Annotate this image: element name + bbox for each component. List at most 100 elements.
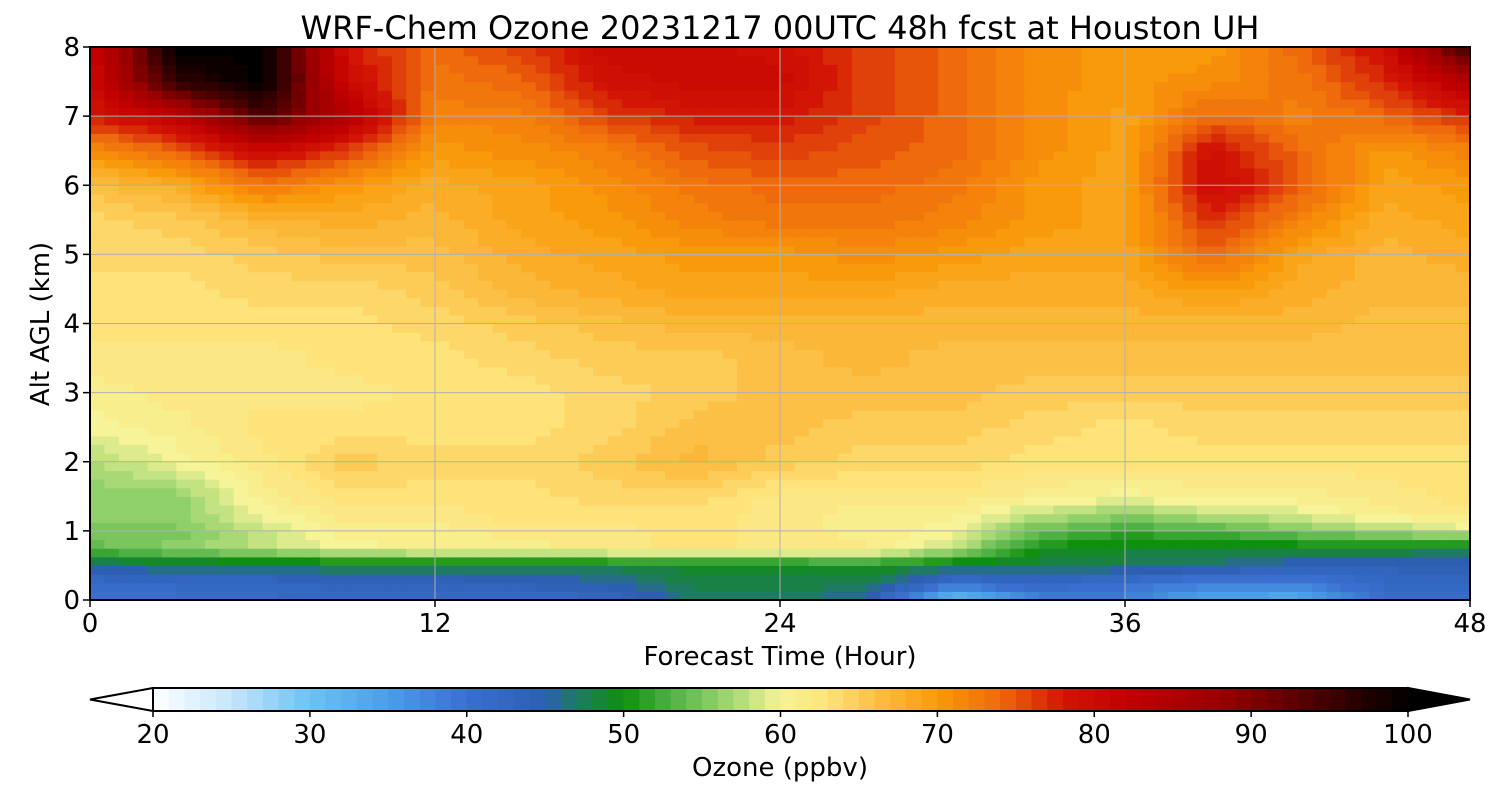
- heatmap-cell: [808, 358, 824, 368]
- heatmap-cell: [578, 193, 594, 204]
- heatmap-cell: [1254, 193, 1270, 204]
- heatmap-cell: [909, 193, 925, 204]
- heatmap-cell: [1426, 574, 1442, 584]
- heatmap-cell: [1369, 211, 1385, 221]
- heatmap-cell: [995, 513, 1011, 523]
- heatmap-cell: [1268, 271, 1284, 281]
- heatmap-cell: [794, 539, 810, 549]
- heatmap-cell: [1441, 513, 1457, 523]
- heatmap-cell: [118, 254, 134, 264]
- heatmap-cell: [1024, 522, 1040, 532]
- heatmap-cell: [1355, 539, 1370, 549]
- heatmap-cell: [722, 159, 738, 169]
- heatmap-cell: [780, 591, 795, 600]
- heatmap-cell: [1024, 323, 1040, 333]
- heatmap-cell: [334, 392, 350, 402]
- heatmap-cell: [679, 392, 695, 402]
- heatmap-cell: [391, 383, 407, 394]
- heatmap-cell: [1196, 254, 1212, 264]
- heatmap-cell: [233, 444, 249, 454]
- heatmap-cell: [1153, 539, 1169, 549]
- heatmap-cell: [1096, 427, 1112, 437]
- heatmap-cell: [377, 401, 393, 411]
- heatmap-cell: [1153, 228, 1169, 238]
- heatmap-cell: [492, 556, 508, 567]
- heatmap-cell: [578, 496, 594, 506]
- heatmap-cell: [1254, 427, 1270, 437]
- heatmap-cell: [1426, 435, 1442, 446]
- heatmap-cell: [837, 435, 853, 446]
- heatmap-cell: [1426, 280, 1442, 290]
- heatmap-cell: [1182, 556, 1198, 567]
- heatmap-cell: [564, 530, 580, 541]
- heatmap-cell: [550, 271, 565, 281]
- heatmap-cell: [923, 383, 939, 394]
- heatmap-cell: [837, 409, 853, 420]
- heatmap-cell: [377, 228, 393, 238]
- heatmap-cell: [1455, 582, 1470, 592]
- heatmap-cell: [794, 401, 810, 411]
- heatmap-cell: [1125, 530, 1140, 541]
- heatmap-cell: [578, 392, 594, 402]
- heatmap-cell: [334, 366, 350, 376]
- heatmap-cell: [420, 556, 436, 567]
- heatmap-cell: [550, 582, 565, 592]
- heatmap-cell: [780, 237, 795, 247]
- heatmap-cell: [693, 392, 709, 402]
- heatmap-cell: [1297, 288, 1313, 299]
- heatmap-cell: [938, 479, 954, 489]
- heatmap-cell: [161, 323, 177, 333]
- heatmap-cell: [1398, 306, 1414, 316]
- heatmap-cell: [1455, 392, 1470, 402]
- heatmap-cell: [1398, 565, 1414, 575]
- heatmap-cell: [794, 314, 810, 325]
- heatmap-cell: [751, 228, 767, 238]
- heatmap-cell: [794, 349, 810, 359]
- heatmap-cell: [1240, 496, 1255, 506]
- heatmap-cell: [794, 237, 810, 247]
- heatmap-cell: [679, 444, 695, 454]
- heatmap-cell: [1081, 556, 1097, 567]
- heatmap-cell: [118, 211, 134, 221]
- heatmap-cell: [1168, 539, 1184, 549]
- heatmap-cell: [895, 392, 910, 402]
- heatmap-cell: [205, 522, 220, 532]
- heatmap-cell: [1398, 228, 1414, 238]
- heatmap-cell: [952, 237, 968, 247]
- heatmap-cell: [1139, 565, 1155, 575]
- heatmap-cell: [506, 185, 522, 195]
- heatmap-cell: [665, 565, 680, 575]
- heatmap-cell: [463, 392, 479, 402]
- heatmap-cell: [205, 504, 220, 515]
- heatmap-cell: [506, 504, 522, 515]
- heatmap-cell: [1369, 237, 1385, 247]
- heatmap-cell: [1426, 453, 1442, 463]
- heatmap-cell: [521, 548, 537, 558]
- heatmap-cell: [650, 461, 666, 471]
- heatmap-cell: [966, 470, 982, 480]
- heatmap-cell: [1182, 487, 1198, 497]
- heatmap-cell: [1254, 263, 1270, 273]
- heatmap-cell: [866, 219, 882, 230]
- heatmap-cell: [1096, 548, 1112, 558]
- heatmap-cell: [1441, 193, 1457, 204]
- heatmap-cell: [1024, 383, 1040, 394]
- heatmap-cell: [650, 150, 666, 160]
- heatmap-cell: [1067, 288, 1083, 299]
- heatmap-cell: [550, 487, 565, 497]
- heatmap-cell: [708, 237, 724, 247]
- heatmap-cell: [851, 237, 867, 247]
- heatmap-cell: [1024, 366, 1040, 376]
- heatmap-cell: [981, 453, 997, 463]
- heatmap-cell: [233, 254, 249, 264]
- heatmap-cell: [564, 185, 580, 195]
- heatmap-cell: [1139, 401, 1155, 411]
- heatmap-cell: [363, 409, 379, 420]
- heatmap-cell: [909, 392, 925, 402]
- heatmap-cell: [1196, 332, 1212, 342]
- heatmap-cell: [966, 271, 982, 281]
- heatmap-cell: [578, 427, 594, 437]
- heatmap-cell: [176, 254, 192, 264]
- heatmap-cell: [449, 556, 465, 567]
- heatmap-cell: [952, 340, 968, 351]
